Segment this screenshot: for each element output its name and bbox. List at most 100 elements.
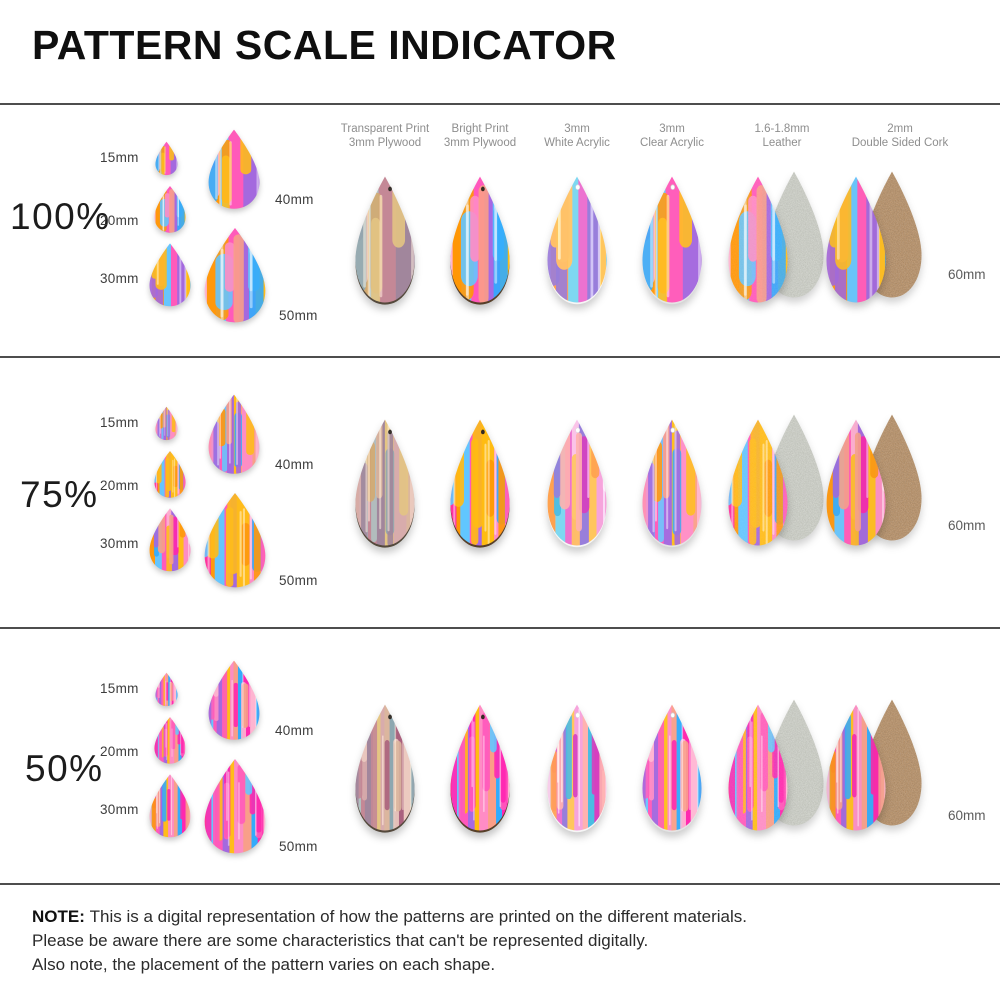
teardrop-graphic [450,176,510,305]
teardrop-graphic [204,758,266,854]
column-header-transparent-plywood: Transparent Print 3mm Plywood [325,123,445,150]
column-header-clear-acrylic: 3mm Clear Acrylic [612,123,732,150]
teardrop-graphic [826,419,886,546]
teardrop-30mm [145,507,195,573]
teardrop-graphic [826,176,886,303]
teardrop-acrylic-clear [636,417,708,549]
teardrop-graphic [149,774,191,838]
scale-label-100: 100% [10,196,111,237]
teardrop-15mm [153,672,180,707]
size-label-30mm: 30mm [100,802,139,817]
teardrop-plywood-bright [444,174,516,306]
teardrop-graphic [642,176,702,305]
teardrop-graphic [728,704,788,831]
teardrop-plywood-transparent [349,174,421,306]
teardrop-acrylic-white [541,417,613,549]
teardrop-graphic [204,492,266,588]
teardrop-graphic [155,672,178,707]
header-line2: Double Sided Cork [851,136,949,149]
column-header-leather: 1.6-1.8mm Leather [722,123,842,150]
note-block: NOTE: This is a digital representation o… [32,905,747,977]
teardrop-graphic [149,243,191,307]
teardrop-graphic [355,419,415,548]
column-header-white-acrylic: 3mm White Acrylic [517,123,637,150]
divider-line [0,627,1000,629]
teardrop-40mm [203,393,265,476]
size-label-20mm: 20mm [100,744,139,759]
teardrop-40mm [203,128,265,211]
teardrop-graphic [355,704,415,833]
teardrop-plywood-transparent [349,417,421,549]
teardrop-graphic [547,704,607,833]
teardrop-graphic [642,704,702,833]
size-label-50mm: 50mm [279,573,318,588]
size-label-30mm: 30mm [100,271,139,286]
teardrop-20mm [151,716,189,765]
teardrop-plywood-bright [444,417,516,549]
teardrop-graphic [154,185,186,233]
header-line1: 1.6-1.8mm [754,123,810,135]
teardrop-acrylic-clear [636,702,708,834]
teardrop-leather [722,174,794,306]
teardrop-plywood-bright [444,702,516,834]
header-line1: Transparent Print [340,123,430,135]
teardrop-graphic [155,406,178,441]
size-label-20mm: 20mm [100,213,139,228]
divider-line [0,103,1000,105]
teardrop-acrylic-clear [636,174,708,306]
header-line2: Clear Acrylic [640,136,704,149]
header-line1: 3mm [659,123,685,135]
size-label-40mm: 40mm [275,192,314,207]
header-line1: 2mm [887,123,913,135]
teardrop-graphic [728,176,788,303]
size-label-40mm: 40mm [275,723,314,738]
size-label-40mm: 40mm [275,457,314,472]
note-label: NOTE: [32,907,90,926]
size-label-15mm: 15mm [100,415,139,430]
teardrop-graphic [826,704,886,831]
teardrop-cork [820,702,892,834]
teardrop-graphic [208,129,260,209]
column-header-bright-plywood: Bright Print 3mm Plywood [420,123,540,150]
teardrop-50mm [198,226,272,325]
teardrop-graphic [154,450,186,498]
teardrop-50mm [198,757,272,856]
teardrop-plywood-transparent [349,702,421,834]
size-label-60mm: 60mm [948,267,986,282]
size-label-50mm: 50mm [279,308,318,323]
teardrop-graphic [642,419,702,548]
teardrop-graphic [355,176,415,305]
teardrop-graphic [208,660,260,740]
size-label-20mm: 20mm [100,478,139,493]
teardrop-50mm [198,491,272,590]
scale-label-75: 75% [20,474,99,515]
teardrop-acrylic-white [541,174,613,306]
teardrop-graphic [450,704,510,833]
size-label-50mm: 50mm [279,839,318,854]
size-label-15mm: 15mm [100,150,139,165]
header-line1: Bright Print [451,123,509,135]
note-line3: Also note, the placement of the pattern … [32,955,496,974]
size-label-60mm: 60mm [948,518,986,533]
teardrop-leather [722,417,794,549]
teardrop-graphic [450,419,510,548]
teardrop-15mm [153,141,180,176]
header-line1: 3mm [564,123,590,135]
teardrop-20mm [151,450,189,499]
header-line2: 3mm Plywood [348,136,422,149]
scale-label-50: 50% [25,748,104,789]
teardrop-leather [722,702,794,834]
teardrop-graphic [547,419,607,548]
teardrop-graphic [208,394,260,474]
teardrop-graphic [204,227,266,323]
page-title: PATTERN SCALE INDICATOR [32,22,617,68]
teardrop-20mm [151,185,189,234]
teardrop-cork [820,174,892,306]
note-line1: This is a digital representation of how … [89,907,747,926]
teardrop-30mm [145,242,195,308]
teardrop-graphic [728,419,788,546]
teardrop-graphic [154,716,186,764]
header-line2: Leather [762,136,802,149]
note-line2: Please be aware there are some character… [32,931,649,950]
